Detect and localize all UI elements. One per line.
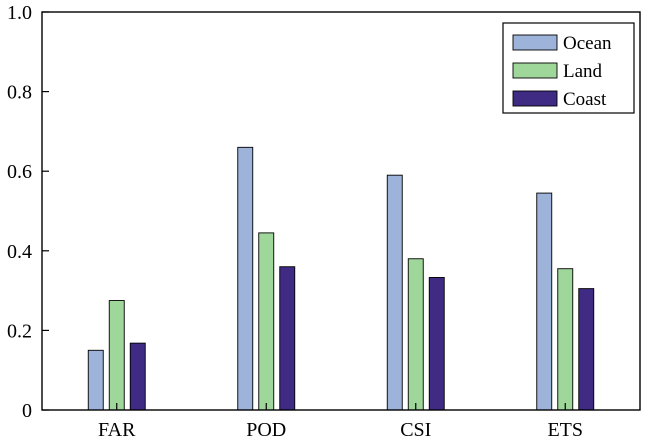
- legend-label-ocean: Ocean: [563, 33, 612, 54]
- bar-land-ets: [557, 268, 574, 411]
- y-tick-label: 0.8: [7, 82, 32, 104]
- bar-ocean-pod: [237, 146, 254, 411]
- x-axis: FAR POD CSI ETS: [98, 403, 583, 441]
- bars: [87, 146, 595, 411]
- bar-ocean-ets: [536, 192, 553, 411]
- y-tick-label: 1.0: [7, 2, 32, 24]
- legend-swatch-ocean: [512, 34, 558, 51]
- bar-land-csi: [407, 258, 424, 411]
- x-tick-label-pod: POD: [246, 419, 286, 441]
- legend-swatch-coast: [512, 90, 558, 107]
- legend: Ocean Land Coast: [502, 22, 635, 114]
- x-tick-label-ets: ETS: [547, 419, 583, 441]
- legend-label-land: Land: [563, 61, 603, 82]
- bar-land-pod: [258, 232, 275, 411]
- bar-coast-ets: [578, 288, 595, 411]
- bar-ocean-far: [87, 349, 104, 411]
- bar-coast-far: [129, 342, 146, 411]
- plot-frame: [41, 11, 641, 411]
- y-tick-label: 0.2: [7, 320, 32, 342]
- bar-coast-csi: [428, 277, 445, 411]
- bar-ocean-csi: [386, 174, 403, 411]
- y-tick-label: 0: [22, 400, 32, 422]
- y-tick-label: 0.6: [7, 161, 32, 183]
- bar-coast-pod: [279, 266, 296, 411]
- x-tick-label-csi: CSI: [400, 419, 431, 441]
- x-tick-label-far: FAR: [98, 419, 136, 441]
- y-tick-label: 0.4: [7, 241, 32, 263]
- legend-label-coast: Coast: [563, 89, 607, 110]
- legend-swatch-land: [512, 62, 558, 79]
- bar-land-far: [108, 300, 125, 411]
